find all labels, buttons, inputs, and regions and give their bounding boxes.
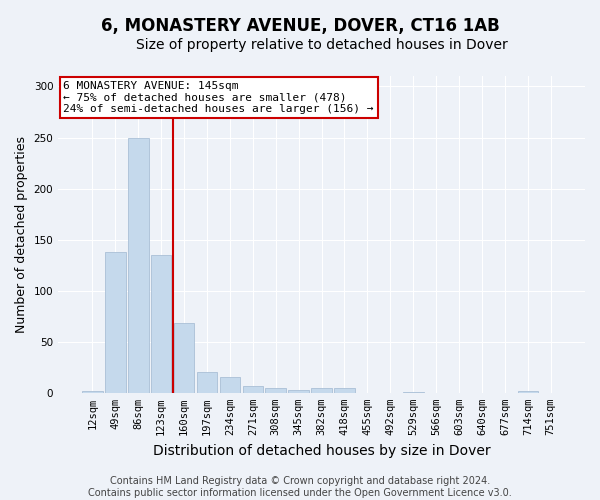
Bar xyxy=(289,390,309,393)
Bar xyxy=(403,392,424,393)
Bar xyxy=(242,386,263,393)
Bar xyxy=(128,138,149,393)
Title: Size of property relative to detached houses in Dover: Size of property relative to detached ho… xyxy=(136,38,508,52)
Text: Contains HM Land Registry data © Crown copyright and database right 2024.
Contai: Contains HM Land Registry data © Crown c… xyxy=(88,476,512,498)
Text: 6 MONASTERY AVENUE: 145sqm
← 75% of detached houses are smaller (478)
24% of sem: 6 MONASTERY AVENUE: 145sqm ← 75% of deta… xyxy=(64,81,374,114)
Bar xyxy=(220,378,240,393)
Bar xyxy=(151,255,172,393)
Bar xyxy=(82,391,103,393)
X-axis label: Distribution of detached houses by size in Dover: Distribution of detached houses by size … xyxy=(153,444,490,458)
Bar xyxy=(518,391,538,393)
Bar xyxy=(334,388,355,393)
Bar xyxy=(105,252,125,393)
Text: 6, MONASTERY AVENUE, DOVER, CT16 1AB: 6, MONASTERY AVENUE, DOVER, CT16 1AB xyxy=(101,18,499,36)
Bar xyxy=(311,388,332,393)
Bar xyxy=(174,324,194,393)
Bar xyxy=(197,372,217,393)
Y-axis label: Number of detached properties: Number of detached properties xyxy=(15,136,28,333)
Bar xyxy=(265,388,286,393)
